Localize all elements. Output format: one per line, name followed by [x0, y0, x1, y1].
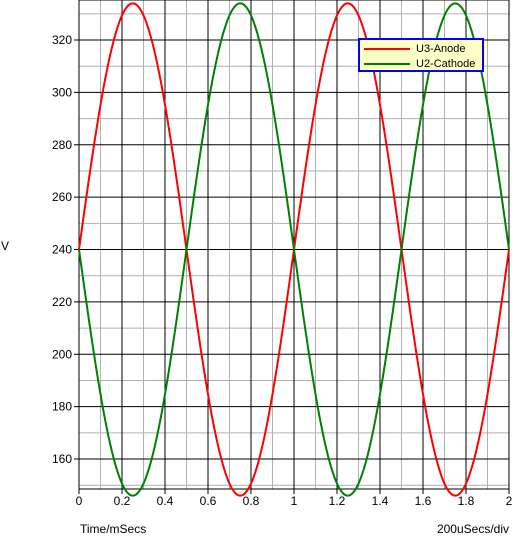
y-tick-label: 300	[52, 85, 72, 99]
y-tick-label: 220	[52, 295, 72, 309]
x-tick-label: 2	[506, 494, 512, 508]
x-tick-label: 1.8	[458, 494, 475, 508]
y-tick-label: 260	[52, 190, 72, 204]
legend-item-cathode: U2-Cathode	[364, 57, 475, 71]
x-axis-label: Time/mSecs	[80, 522, 147, 536]
y-tick-label: 160	[52, 452, 72, 466]
x-tick-label: 0.4	[157, 494, 174, 508]
x-tick-label: 0.2	[114, 494, 131, 508]
y-tick-label: 180	[52, 400, 72, 414]
x-tick-label: 1.4	[372, 494, 389, 508]
x-tick-label: 1	[291, 494, 298, 508]
legend-label-anode: U3-Anode	[416, 42, 466, 55]
series-line-cathode	[78, 2, 510, 497]
x-tick-label: 0	[76, 494, 83, 508]
x-tick-label: 1.6	[415, 494, 432, 508]
y-tick-label: 240	[52, 243, 72, 257]
x-scale-note: 200uSecs/div	[436, 522, 509, 536]
x-tick-label: 0.6	[200, 494, 217, 508]
legend-label-cathode: U2-Cathode	[416, 57, 476, 70]
y-axis-label: V	[1, 239, 10, 253]
x-tick-label: 0.8	[243, 494, 260, 508]
y-tick-label: 200	[52, 347, 72, 361]
x-tick-label: 1.2	[329, 494, 346, 508]
legend-item-anode: U3-Anode	[364, 42, 466, 56]
legend-swatch-cathode	[364, 63, 410, 65]
legend-swatch-anode	[364, 48, 410, 50]
legend: U3-Anode U2-Cathode	[358, 38, 484, 72]
y-tick-label: 320	[52, 33, 72, 47]
y-tick-label: 280	[52, 138, 72, 152]
